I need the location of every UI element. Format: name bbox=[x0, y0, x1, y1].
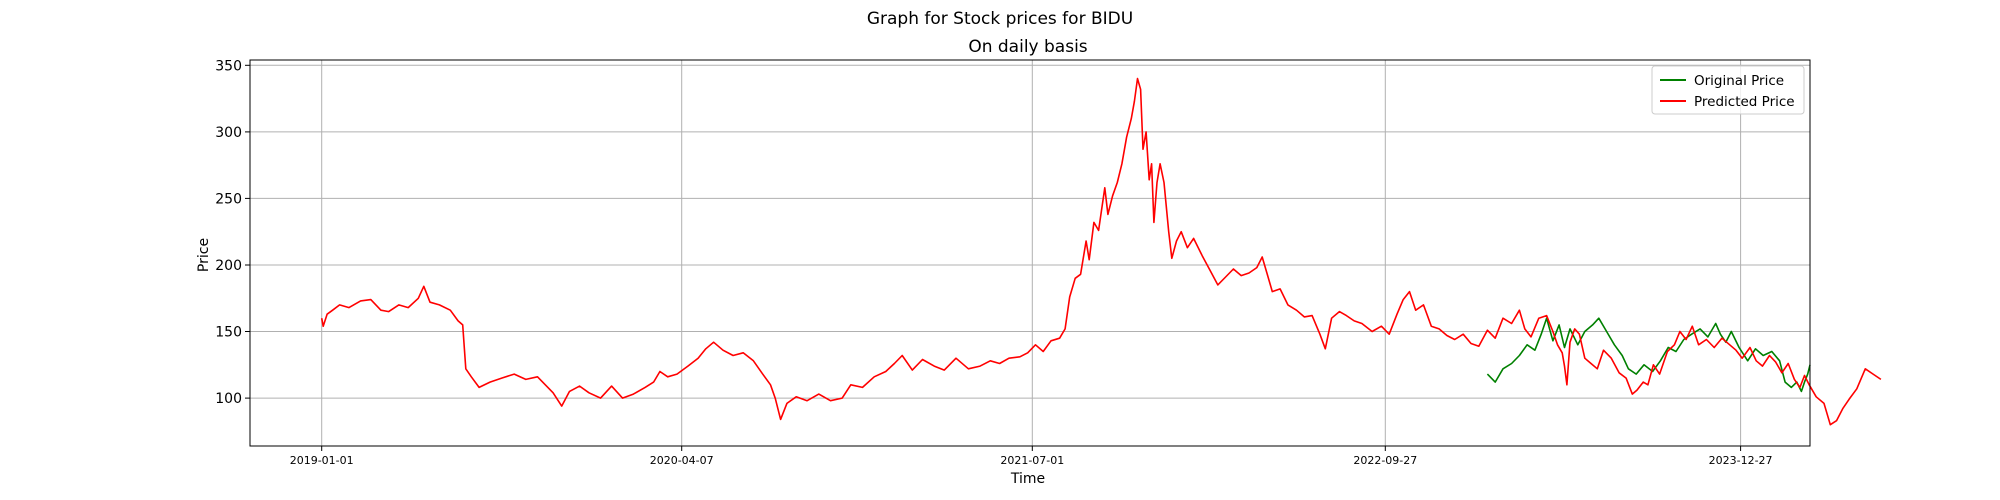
legend-label-original-price: Original Price bbox=[1694, 73, 1784, 89]
x-tick-label: 2022-09-27 bbox=[1353, 454, 1417, 467]
plot-frame bbox=[249, 59, 1811, 447]
y-tick-label: 200 bbox=[215, 258, 242, 274]
chart-title: On daily basis bbox=[968, 37, 1087, 57]
x-tick-label: 2019-01-01 bbox=[290, 454, 354, 467]
x-axis-label: Time bbox=[1010, 471, 1045, 487]
y-tick-label: 250 bbox=[215, 191, 242, 207]
axis-ticks: 100 150 200 250 300 350 2019-01-01 2020-04-07 20… bbox=[215, 58, 1772, 467]
legend-label-predicted-price: Predicted Price bbox=[1694, 94, 1795, 110]
y-axis-label: Price bbox=[196, 238, 212, 272]
y-tick-label: 150 bbox=[215, 325, 242, 341]
y-tick-label: 100 bbox=[215, 391, 242, 407]
legend-box bbox=[1651, 65, 1805, 115]
x-tick-label: 2021-07-01 bbox=[1000, 454, 1064, 467]
legend: Original Price Predicted Price bbox=[1651, 65, 1805, 115]
series-lines bbox=[320, 77, 1882, 426]
x-tick-label: 2020-04-07 bbox=[650, 454, 714, 467]
grid bbox=[250, 60, 1810, 446]
chart-suptitle: Graph for Stock prices for BIDU bbox=[867, 9, 1133, 29]
x-tick-label: 2023-12-27 bbox=[1709, 454, 1773, 467]
original-price-line bbox=[1486, 317, 1811, 393]
y-tick-label: 300 bbox=[215, 125, 242, 141]
predicted-price-line bbox=[320, 77, 1882, 426]
y-tick-label: 350 bbox=[215, 58, 242, 74]
